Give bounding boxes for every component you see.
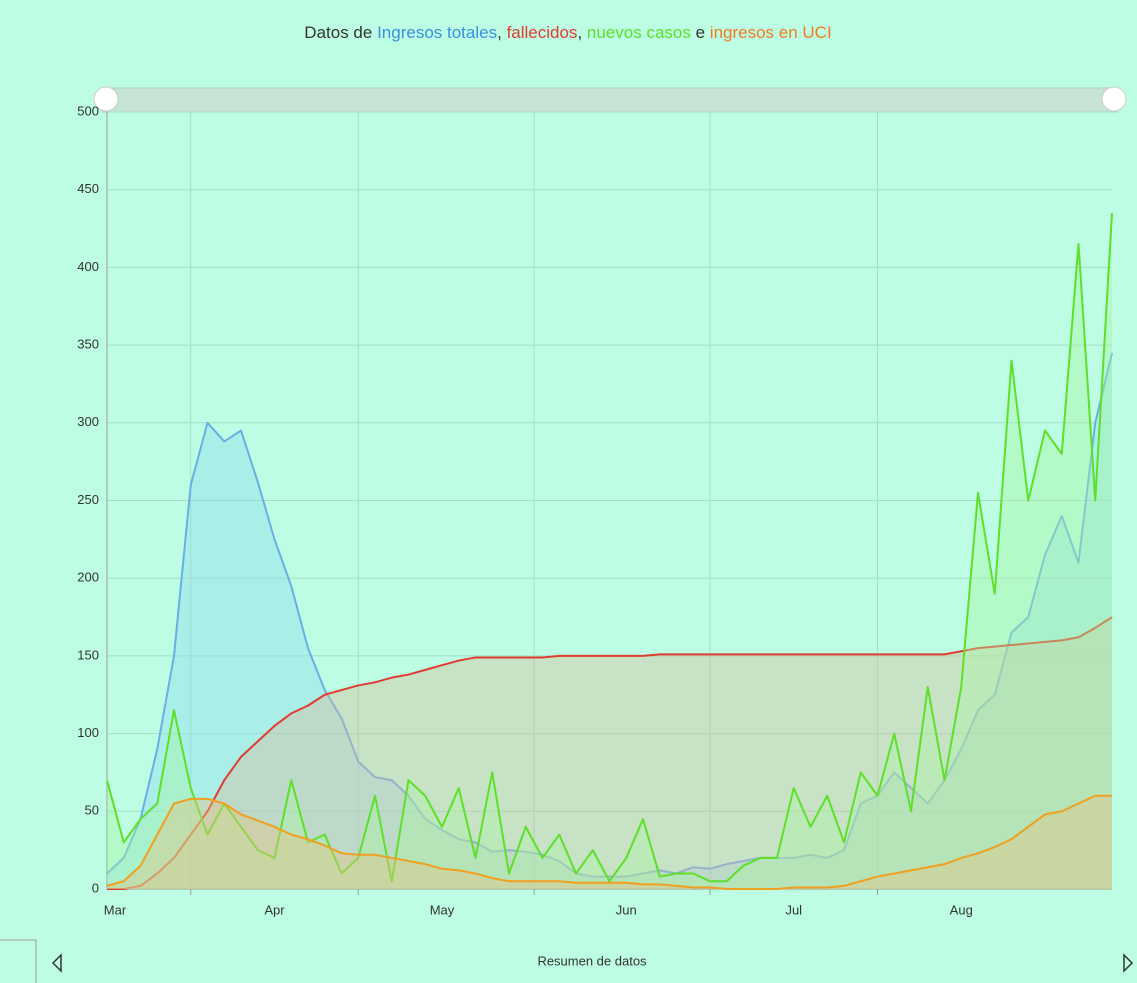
x-tick-label: Apr	[264, 902, 285, 917]
x-tick-label: Mar	[104, 902, 127, 917]
series-line	[107, 616, 1113, 890]
series-area	[107, 213, 1112, 889]
y-tick-label: 450	[77, 181, 99, 196]
plot-area: 0 50 100 150 200 250 300 350 400 450 500 Mar Apr May J…	[77, 103, 1113, 917]
title-text: Datos de	[304, 23, 372, 42]
range-handle-left[interactable]	[93, 86, 119, 112]
y-tick-label: 250	[77, 492, 99, 507]
title-series: fallecidos	[507, 23, 578, 42]
chart-title: Datos de Ingresos totales, fallecidos, n…	[304, 23, 831, 42]
title-series: nuevos casos	[587, 23, 691, 42]
x-tick-label: Aug	[950, 902, 973, 917]
y-tick-label: 50	[85, 803, 99, 818]
footer-label: Resumen de datos	[537, 953, 647, 968]
series-area	[107, 617, 1112, 889]
range-handle-right[interactable]	[1101, 86, 1127, 112]
y-tick-label: 300	[77, 414, 99, 429]
prev-arrow[interactable]	[51, 953, 62, 973]
y-tick-label: 100	[77, 725, 99, 740]
range-scrollbar[interactable]	[101, 87, 1119, 113]
title-text: ,	[497, 23, 502, 42]
y-tick-label: 150	[77, 647, 99, 662]
title-text: ,	[577, 23, 582, 42]
title-series: Ingresos totales	[377, 23, 497, 42]
title-series: ingresos en UCI	[710, 23, 832, 42]
series-line	[106, 212, 1113, 883]
series-area	[107, 795, 1112, 889]
y-tick-label: 0	[92, 880, 99, 895]
series-line	[106, 794, 1112, 890]
x-tick-label: May	[430, 902, 455, 917]
y-tick-label: 350	[77, 337, 99, 352]
y-tick-label: 200	[77, 570, 99, 585]
next-arrow[interactable]	[1123, 953, 1134, 973]
panel-edge	[0, 939, 37, 983]
y-tick-label: 500	[77, 103, 99, 118]
title-text: e	[696, 23, 705, 42]
y-tick-label: 400	[77, 259, 99, 274]
x-tick-label: Jun	[616, 902, 637, 917]
x-tick-label: Jul	[785, 902, 802, 917]
